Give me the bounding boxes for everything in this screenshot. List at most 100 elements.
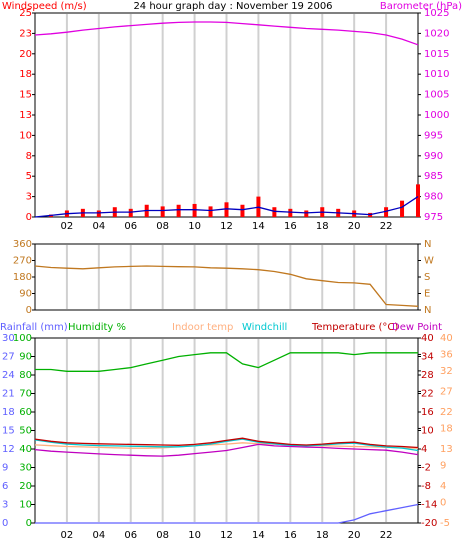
y-tick-label: 360 <box>13 239 32 250</box>
y-tick-label: 3 <box>26 192 32 203</box>
wind-bar <box>288 208 293 217</box>
y-tick-label: 40 <box>421 333 434 344</box>
wind-bar <box>176 204 181 217</box>
x-tick-label: 20 <box>348 530 361 541</box>
series-line <box>34 442 419 449</box>
y-tick-label: 0 <box>440 497 446 508</box>
legend-entry: Barometer (hPa) <box>380 1 462 12</box>
legend-entry: Windchill <box>242 322 287 333</box>
x-tick-label: 18 <box>316 221 329 232</box>
y-tick-label: 180 <box>13 272 32 283</box>
y-tick-label: 25 <box>19 8 32 19</box>
x-tick-label: 02 <box>61 530 74 541</box>
y-tick-label: 90 <box>19 352 32 363</box>
series-line <box>34 21 419 46</box>
y-tick-label: 24 <box>2 370 15 381</box>
y-tick-label: -2 <box>421 463 431 474</box>
y-tick-label: 5 <box>26 171 32 182</box>
y-tick-label: 1020 <box>424 28 449 39</box>
legend-entry: Indoor temp <box>172 322 233 333</box>
x-tick-label: 10 <box>188 221 201 232</box>
x-tick-label: 18 <box>316 530 329 541</box>
x-tick-label: 16 <box>284 221 297 232</box>
legend-entry: Dew Point <box>392 322 442 333</box>
y-tick-label: 4 <box>421 444 427 455</box>
y-tick-label: N <box>424 239 431 250</box>
y-tick-label: 13 <box>440 444 453 455</box>
x-tick-label: 02 <box>61 221 74 232</box>
legend-entry: Rainfall (mm) <box>0 322 68 333</box>
y-tick-label: 1015 <box>424 49 449 60</box>
y-tick-label: 32 <box>440 366 453 377</box>
series-line <box>34 196 419 218</box>
wind-bar <box>224 202 229 217</box>
series-line <box>34 265 419 307</box>
wind-bar <box>416 184 420 217</box>
y-tick-label: -20 <box>421 518 437 529</box>
wind-bar <box>160 206 165 217</box>
y-tick-label: -14 <box>421 500 437 511</box>
x-tick-label: 06 <box>124 530 137 541</box>
y-tick-label: 1000 <box>424 110 449 121</box>
wind-bar <box>272 207 277 217</box>
x-tick-label: 22 <box>380 221 393 232</box>
y-tick-label: 18 <box>440 423 453 434</box>
y-tick-label: 0 <box>26 305 32 316</box>
y-tick-label: 985 <box>424 171 443 182</box>
y-tick-label: 10 <box>19 130 32 141</box>
y-tick-label: 995 <box>424 130 443 141</box>
y-tick-label: 15 <box>2 426 15 437</box>
wind-bar <box>240 204 245 217</box>
y-tick-label: 21 <box>2 389 15 400</box>
legend-entry: Humidity % <box>68 322 126 333</box>
y-tick-label: 22 <box>421 389 434 400</box>
y-tick-label: 975 <box>424 212 443 223</box>
y-tick-label: 13 <box>19 110 32 121</box>
series-line <box>34 438 419 452</box>
wind-bar <box>96 210 101 217</box>
y-tick-label: 4 <box>440 481 446 492</box>
x-tick-label: 06 <box>124 221 137 232</box>
y-tick-label: 20 <box>19 49 32 60</box>
y-tick-label: 8 <box>26 151 32 162</box>
y-tick-label: 18 <box>2 407 15 418</box>
y-tick-label: 27 <box>440 386 453 397</box>
y-tick-label: 40 <box>19 444 32 455</box>
y-tick-label: W <box>424 256 434 267</box>
y-tick-label: 50 <box>19 426 32 437</box>
y-tick-label: 16 <box>421 407 434 418</box>
x-tick-label: 20 <box>348 221 361 232</box>
wind-bar <box>384 207 389 217</box>
wind-bar <box>192 203 197 217</box>
y-tick-label: 990 <box>424 151 443 162</box>
y-tick-label: N <box>424 305 431 316</box>
y-tick-label: 34 <box>421 352 434 363</box>
y-tick-label: 0 <box>26 212 32 223</box>
chart-title: 24 hour graph day : November 19 2006 <box>133 1 332 12</box>
x-tick-label: 10 <box>188 530 201 541</box>
y-tick-label: 18 <box>19 69 32 80</box>
series-line <box>34 443 419 457</box>
y-tick-label: 0 <box>2 518 8 529</box>
x-tick-label: 04 <box>92 221 105 232</box>
y-tick-label: 30 <box>2 333 15 344</box>
x-tick-label: 12 <box>220 221 233 232</box>
y-tick-label: 27 <box>2 352 15 363</box>
y-tick-label: 80 <box>19 370 32 381</box>
y-tick-label: -5 <box>440 518 450 529</box>
y-tick-label: 1010 <box>424 69 449 80</box>
y-tick-label: 270 <box>13 256 32 267</box>
y-tick-label: 23 <box>19 28 32 39</box>
x-tick-label: 12 <box>220 530 233 541</box>
y-tick-label: 1025 <box>424 8 449 19</box>
y-tick-label: -8 <box>421 481 431 492</box>
y-tick-label: 40 <box>440 333 453 344</box>
series-line <box>34 437 419 449</box>
x-tick-label: 04 <box>92 530 105 541</box>
series-line <box>35 352 418 372</box>
y-tick-label: 60 <box>19 407 32 418</box>
y-tick-label: 70 <box>19 389 32 400</box>
x-tick-label: 14 <box>252 221 265 232</box>
y-tick-label: 100 <box>13 333 32 344</box>
y-tick-label: 3 <box>2 500 8 511</box>
